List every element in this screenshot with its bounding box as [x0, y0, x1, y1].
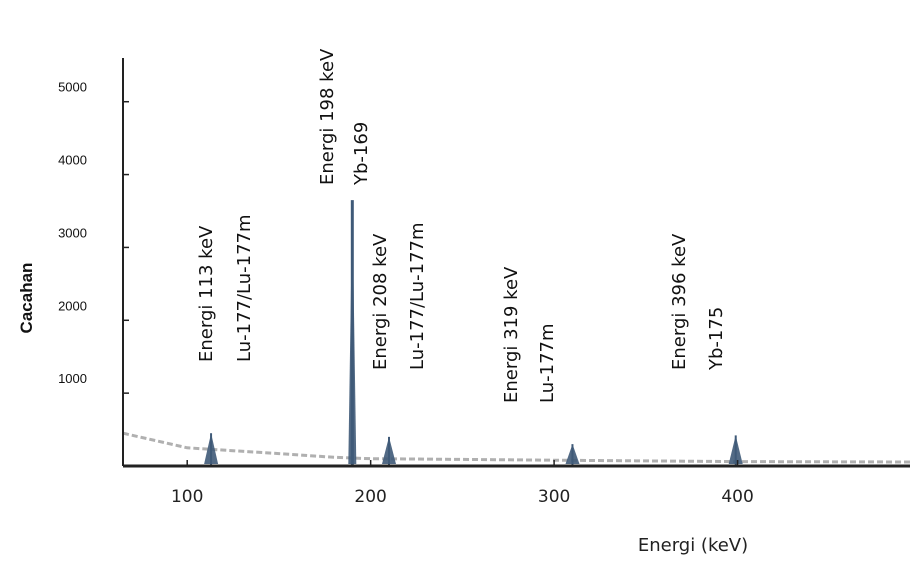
peak-annotation-line: Lu-177m — [537, 323, 558, 403]
peak-annotation-line: Yb-169 — [351, 122, 372, 186]
x-tick-label: 400 — [721, 487, 753, 507]
peak-annotation-line: Lu-177/Lu-177m — [407, 222, 428, 370]
y-tick-label: 4000 — [58, 153, 87, 168]
peak-annotation-line: Energi 319 keV — [501, 266, 522, 403]
peak-annotation-line: Energi 113 keV — [196, 225, 217, 362]
y-tick-label: 5000 — [58, 80, 87, 95]
x-tick-label: 300 — [538, 487, 570, 507]
peak-annotation-line: Energi 208 keV — [370, 233, 391, 370]
y-tick-label: 2000 — [58, 298, 87, 313]
peak-annotation-line: Energi 396 keV — [669, 233, 690, 370]
peak-annotation-line: Lu-177/Lu-177m — [234, 214, 255, 362]
spectrum-baseline — [122, 431, 910, 464]
x-axis-label: Energi (keV) — [638, 535, 748, 556]
plot-area — [122, 200, 910, 466]
peak-annotation-line: Yb-175 — [706, 307, 727, 371]
x-tick-label: 100 — [171, 487, 203, 507]
x-tick-label: 200 — [354, 487, 386, 507]
y-ticks: 1000 2000 3000 4000 5000 — [58, 80, 129, 394]
y-axis-label: Cacahan — [17, 263, 36, 334]
peak-annotations: Energi 113 keV Lu-177/Lu-177m Energi 198 k… — [196, 48, 727, 403]
axes — [122, 58, 910, 468]
peak-annotation-line: Energi 198 keV — [317, 48, 338, 185]
y-tick-label: 1000 — [58, 371, 87, 386]
y-tick-label: 3000 — [58, 225, 87, 240]
x-ticks: 100 200 300 400 — [171, 460, 754, 507]
